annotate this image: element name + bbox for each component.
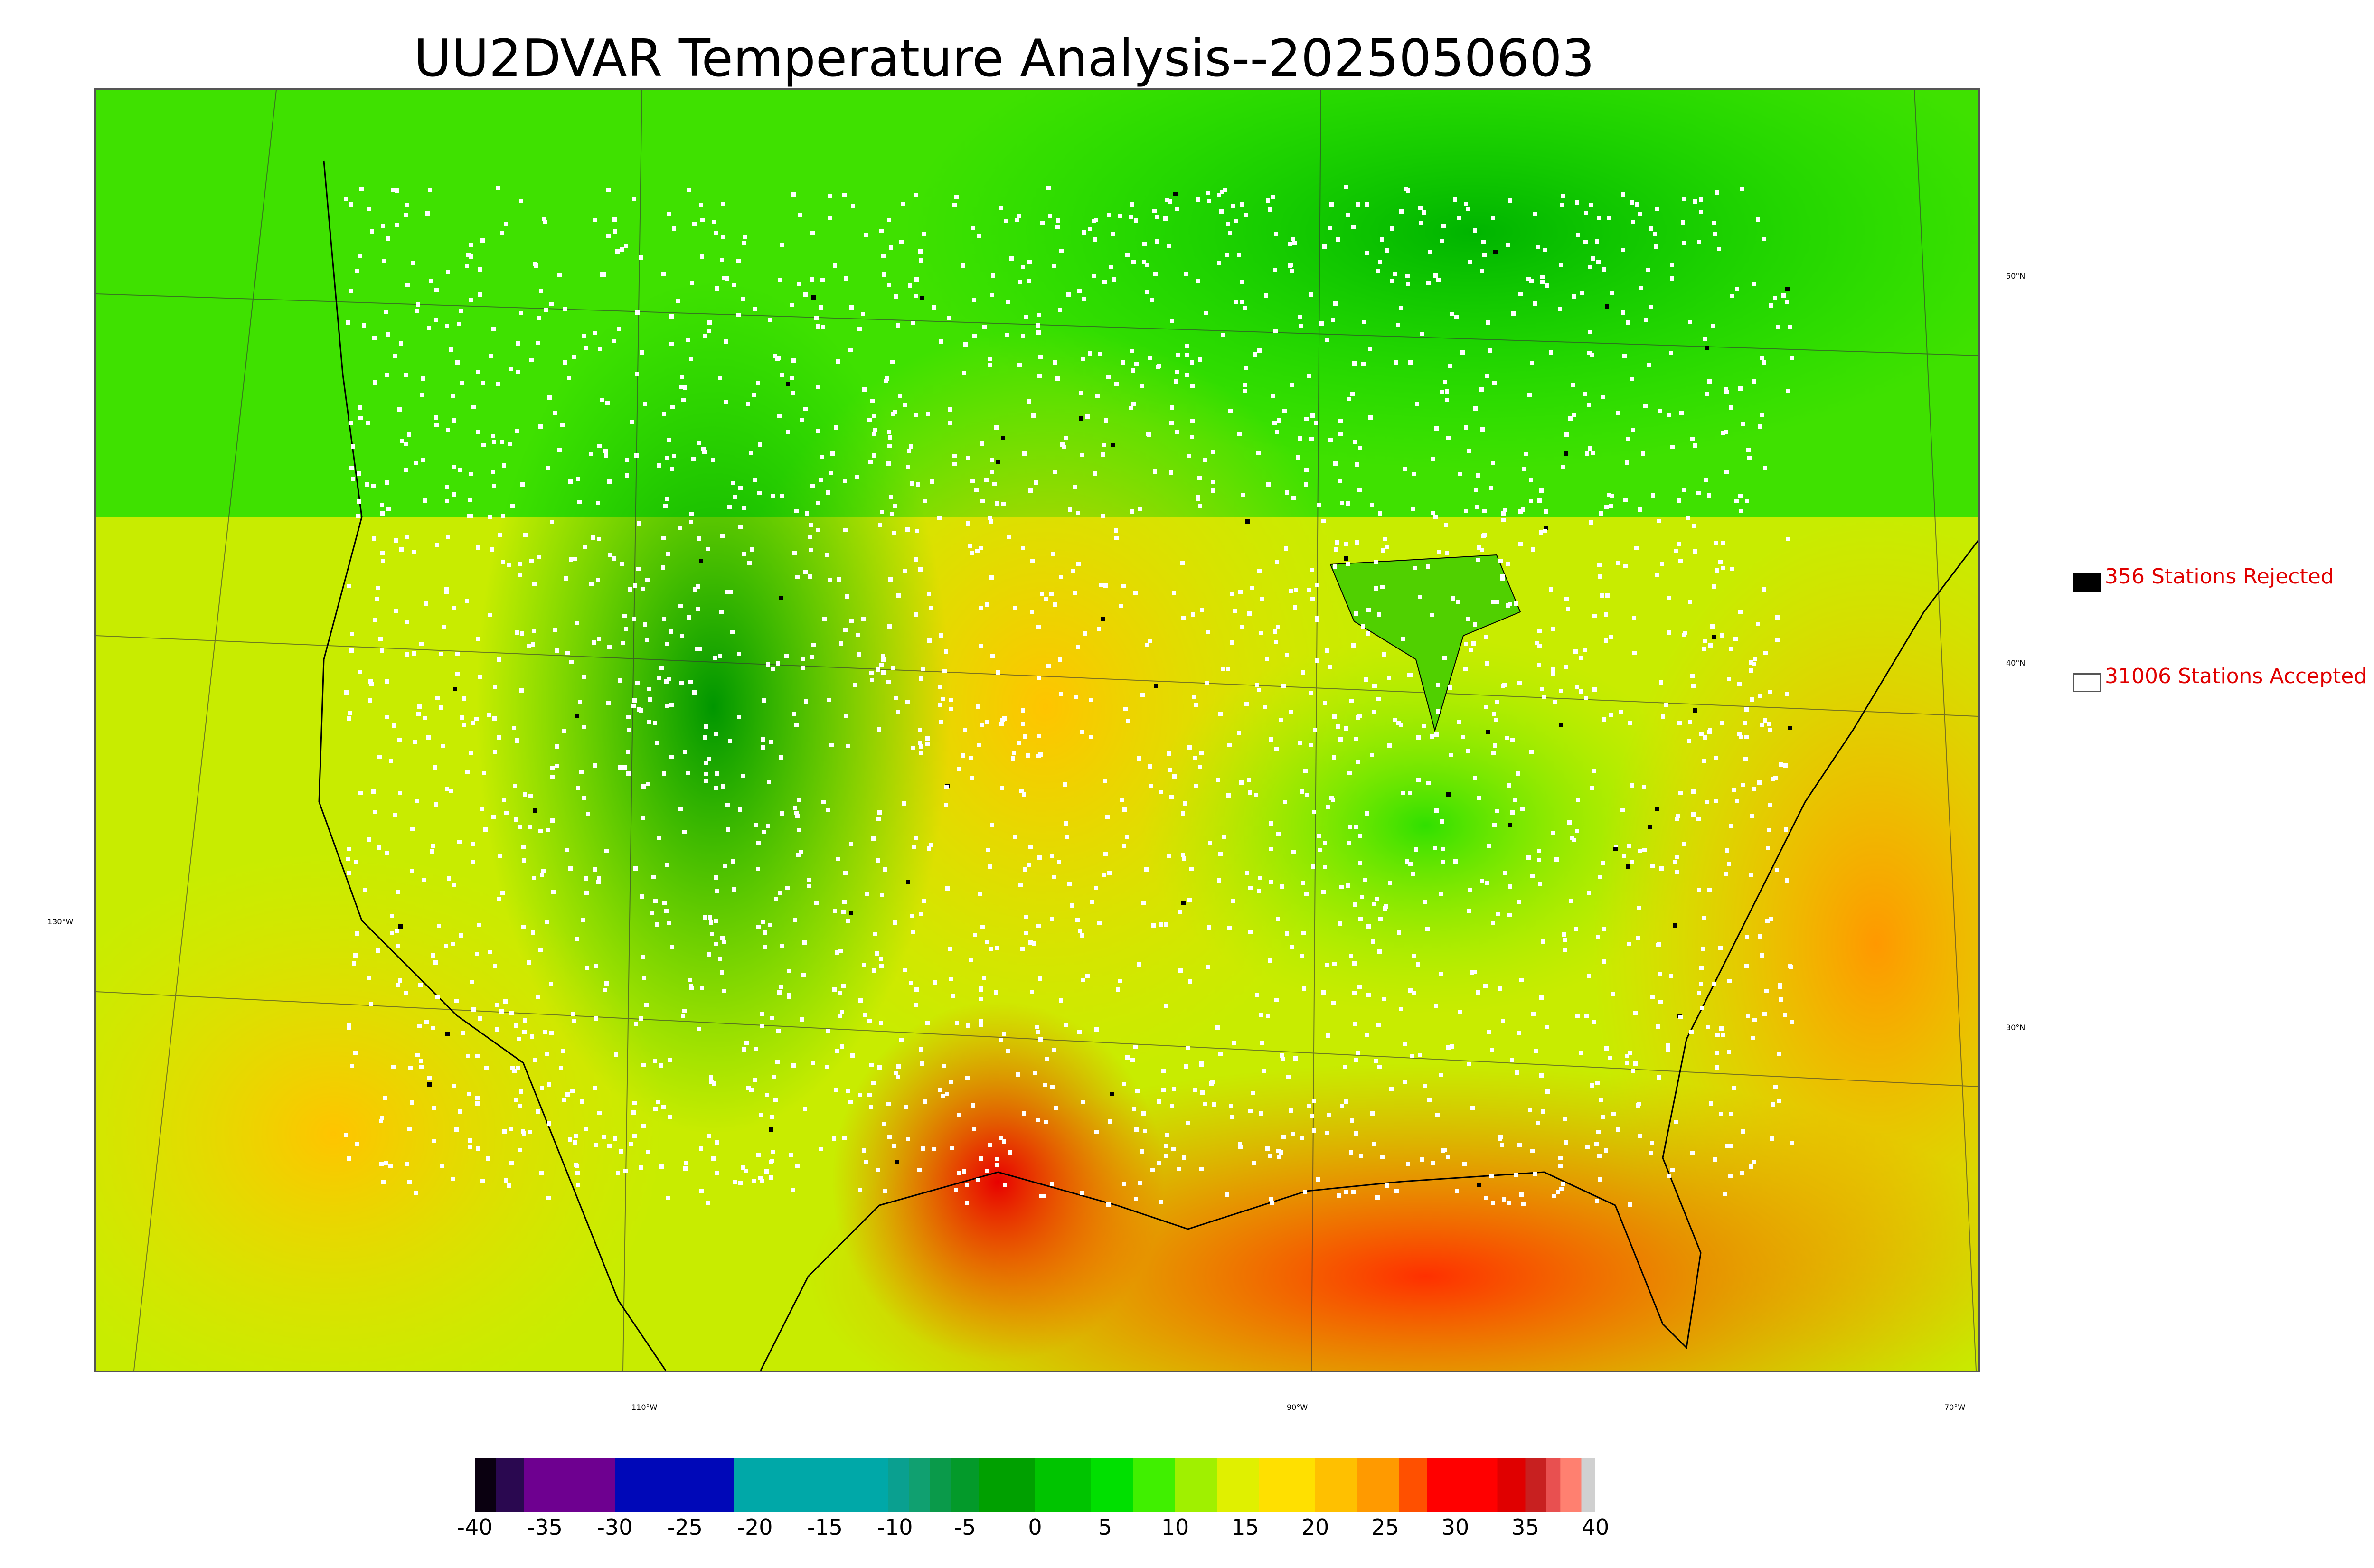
lon-label-90w: 90°W	[1287, 1403, 1308, 1412]
colorbar-tick-label: 20	[1301, 1514, 1329, 1540]
colorbar-segment	[1525, 1458, 1547, 1512]
temperature-map	[94, 88, 1980, 1372]
colorbar-segment	[909, 1458, 931, 1512]
accepted-label: 31006 Stations Accepted	[2105, 664, 2367, 688]
colorbar-tick-label: 25	[1371, 1514, 1399, 1540]
rejected-label: 356 Stations Rejected	[2105, 564, 2334, 589]
accepted-swatch	[2073, 673, 2101, 692]
colorbar-segment	[1497, 1458, 1526, 1512]
colorbar-segment	[1133, 1458, 1176, 1512]
lon-label-110w: 110°W	[631, 1403, 658, 1412]
colorbar-tick-label: -10	[877, 1514, 913, 1540]
colorbar-segment	[1357, 1458, 1400, 1512]
colorbar-tick-label: -15	[807, 1514, 843, 1540]
colorbar	[475, 1458, 1595, 1512]
colorbar-tick-label: -25	[667, 1514, 703, 1540]
colorbar-tick-label: -20	[737, 1514, 773, 1540]
colorbar-segment	[888, 1458, 910, 1512]
colorbar-segment	[734, 1458, 888, 1512]
lat-label-50n: 50°N	[2006, 272, 2025, 281]
colorbar-segment	[1546, 1458, 1561, 1512]
colorbar-tick-label: 40	[1581, 1514, 1610, 1540]
colorbar-segment	[496, 1458, 524, 1512]
colorbar-segment	[951, 1458, 980, 1512]
colorbar-tick-label: 5	[1098, 1514, 1112, 1540]
colorbar-segment	[524, 1458, 615, 1512]
colorbar-segment	[1399, 1458, 1428, 1512]
field-pacific-warm	[96, 849, 666, 1371]
colorbar-tick-label: 10	[1161, 1514, 1189, 1540]
colorbar-segment	[1581, 1458, 1595, 1512]
coastline	[318, 160, 1978, 1371]
lat-label-30n: 30°N	[2006, 1023, 2025, 1032]
colorbar-segment	[615, 1458, 735, 1512]
colorbar-segment	[1315, 1458, 1357, 1512]
lon-label-130w: 130°W	[47, 917, 74, 926]
field-texas-hot	[832, 1001, 1164, 1362]
colorbar-segment	[1175, 1458, 1217, 1512]
colorbar-tick-label: -5	[954, 1514, 976, 1540]
colorbar-segment	[1217, 1458, 1260, 1512]
colorbar-tick-label: -40	[457, 1514, 493, 1540]
colorbar-segment	[1259, 1458, 1316, 1512]
station-markers	[344, 185, 1794, 1207]
lon-label-70w: 70°W	[1944, 1403, 1966, 1412]
map-canvas	[96, 90, 1978, 1371]
colorbar-tick-label: 15	[1231, 1514, 1259, 1540]
colorbar-segment	[1035, 1458, 1092, 1512]
colorbar-tick-label: -30	[597, 1514, 633, 1540]
rejected-swatch	[2073, 573, 2101, 592]
colorbar-segment	[1560, 1458, 1582, 1512]
colorbar-segment	[1427, 1458, 1498, 1512]
field-ohio-valley	[1140, 636, 1710, 1015]
colorbar-segment	[1091, 1458, 1133, 1512]
colorbar-segment	[979, 1458, 1036, 1512]
lat-label-40n: 40°N	[2006, 658, 2025, 667]
colorbar-segment	[475, 1458, 496, 1512]
colorbar-segment	[930, 1458, 951, 1512]
colorbar-tick-label: -35	[527, 1514, 563, 1540]
field-rockies-cool	[476, 280, 951, 1134]
colorbar-tick-label: 0	[1028, 1514, 1042, 1540]
map-title: UU2DVAR Temperature Analysis--2025050603	[414, 29, 1595, 88]
colorbar-tick-label: 35	[1511, 1514, 1539, 1540]
colorbar-tick-label: 30	[1441, 1514, 1470, 1540]
